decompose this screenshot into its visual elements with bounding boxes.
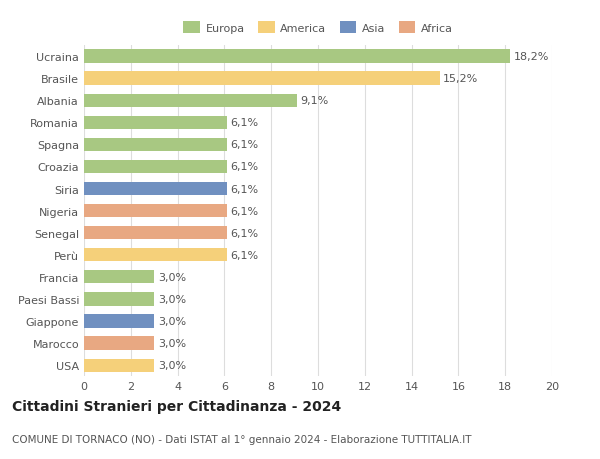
Legend: Europa, America, Asia, Africa: Europa, America, Asia, Africa [183, 22, 453, 34]
Bar [84, 315, 154, 328]
Bar [84, 117, 227, 129]
Text: 6,1%: 6,1% [230, 184, 259, 194]
Text: COMUNE DI TORNACO (NO) - Dati ISTAT al 1° gennaio 2024 - Elaborazione TUTTITALIA: COMUNE DI TORNACO (NO) - Dati ISTAT al 1… [12, 434, 472, 444]
Text: Cittadini Stranieri per Cittadinanza - 2024: Cittadini Stranieri per Cittadinanza - 2… [12, 399, 341, 413]
Bar [84, 183, 227, 196]
Bar [84, 205, 227, 218]
Text: 3,0%: 3,0% [158, 360, 186, 370]
Bar [84, 139, 227, 151]
Text: 3,0%: 3,0% [158, 294, 186, 304]
Text: 6,1%: 6,1% [230, 162, 259, 172]
Text: 6,1%: 6,1% [230, 118, 259, 128]
Bar [84, 73, 440, 85]
Text: 6,1%: 6,1% [230, 206, 259, 216]
Bar [84, 227, 227, 240]
Text: 18,2%: 18,2% [514, 52, 549, 62]
Bar [84, 95, 297, 107]
Bar [84, 249, 227, 262]
Bar [84, 161, 227, 174]
Bar [84, 50, 510, 63]
Text: 9,1%: 9,1% [301, 96, 329, 106]
Bar [84, 337, 154, 350]
Bar [84, 293, 154, 306]
Text: 3,0%: 3,0% [158, 272, 186, 282]
Text: 6,1%: 6,1% [230, 250, 259, 260]
Text: 3,0%: 3,0% [158, 338, 186, 348]
Text: 15,2%: 15,2% [443, 74, 478, 84]
Bar [84, 271, 154, 284]
Text: 3,0%: 3,0% [158, 316, 186, 326]
Text: 6,1%: 6,1% [230, 228, 259, 238]
Text: 6,1%: 6,1% [230, 140, 259, 150]
Bar [84, 359, 154, 372]
